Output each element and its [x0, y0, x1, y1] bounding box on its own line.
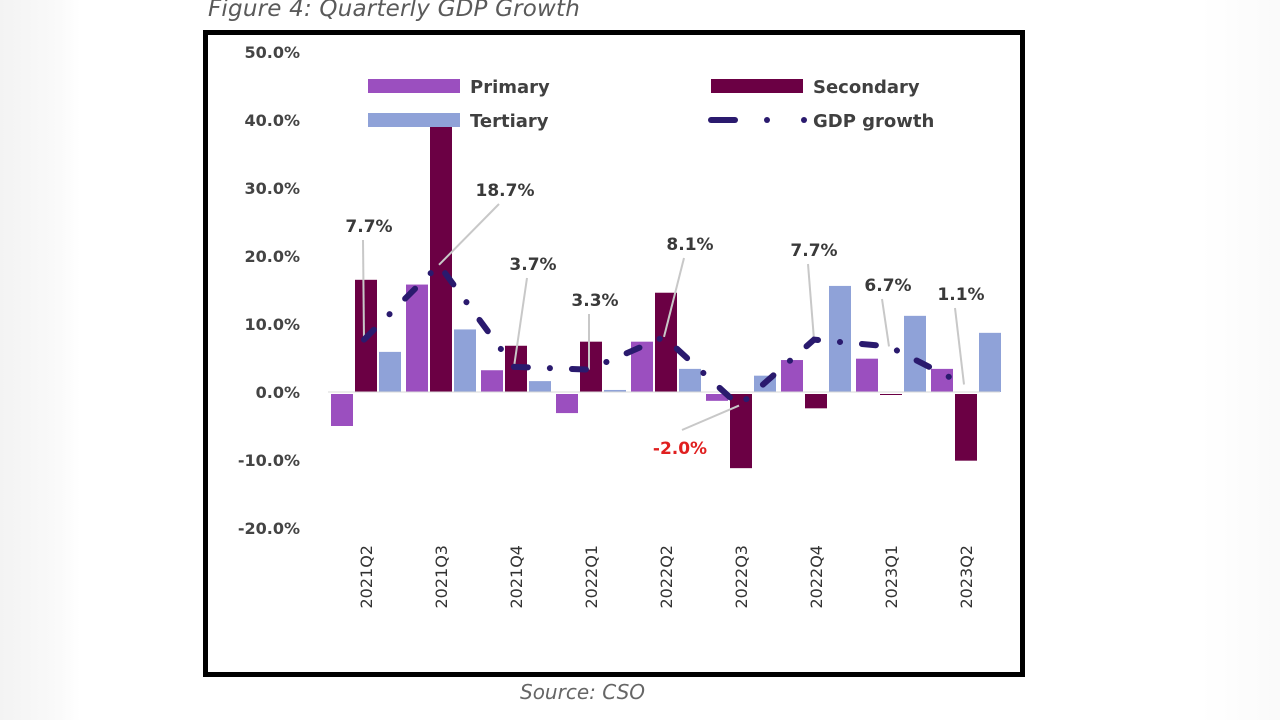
legend-label: Primary	[470, 77, 550, 98]
bar-secondary	[580, 341, 602, 392]
source-note: Source: CSO	[520, 680, 645, 704]
y-tick-label: -20.0%	[238, 519, 300, 538]
figure-title: Figure 4: Quarterly GDP Growth	[208, 0, 581, 22]
bar-secondary	[655, 292, 677, 392]
bar-tertiary	[379, 351, 401, 392]
y-tick-label: 10.0%	[244, 315, 300, 334]
x-tick-label: 2022Q1	[582, 545, 601, 609]
bar-secondary	[430, 126, 452, 392]
bar-primary	[406, 284, 428, 392]
bar-primary	[631, 341, 653, 392]
bar-secondary	[805, 394, 827, 409]
x-tick-label: 2022Q4	[807, 545, 826, 609]
legend-swatch	[368, 113, 460, 127]
bar-secondary	[880, 394, 902, 395]
data-label: 7.7%	[790, 241, 837, 261]
bar-primary	[931, 368, 953, 392]
y-tick-label: 30.0%	[244, 179, 300, 198]
bar-tertiary	[454, 329, 476, 392]
bar-primary	[856, 358, 878, 392]
y-axis: 50.0% 40.0% 30.0% 20.0% 10.0% 0.0% -10.0% -20.0…	[238, 43, 300, 538]
data-label: 6.7%	[864, 276, 911, 296]
bar-primary	[331, 394, 353, 426]
data-label: 3.3%	[571, 291, 618, 311]
legend-label: Tertiary	[470, 111, 549, 132]
bars	[331, 126, 1001, 469]
leader-line	[513, 277, 528, 367]
legend-label: GDP growth	[813, 111, 934, 132]
bar-tertiary	[679, 368, 701, 392]
data-label: 8.1%	[666, 235, 713, 255]
x-tick-label: 2023Q2	[957, 545, 976, 609]
x-tick-label: 2021Q2	[357, 545, 376, 609]
bar-tertiary	[529, 381, 551, 392]
bar-primary	[481, 370, 503, 392]
gdp-growth-line	[361, 260, 967, 410]
leader-line	[663, 257, 685, 338]
bar-tertiary	[904, 315, 926, 392]
x-axis: 2021Q2 2021Q3 2021Q4 2022Q1 2022Q2 2022Q3 2022…	[357, 545, 976, 609]
legend-swatch-dot	[764, 117, 770, 123]
x-tick-label: 2022Q2	[657, 545, 676, 609]
x-tick-label: 2021Q3	[432, 545, 451, 609]
data-label: 1.1%	[937, 285, 984, 305]
x-tick-label: 2021Q4	[507, 545, 526, 609]
legend-swatch-dot	[801, 117, 807, 123]
leader-line	[807, 263, 815, 340]
leader-line	[681, 404, 740, 431]
legend-swatch	[368, 79, 460, 93]
y-tick-label: -10.0%	[238, 451, 300, 470]
data-label: 3.7%	[509, 255, 556, 275]
data-label: 18.7%	[476, 181, 535, 201]
legend-swatch	[711, 79, 803, 93]
data-labels: 7.7% 18.7% 3.7% 3.3% 8.1% -2.0% 7.7% 6.7% 1.1%	[345, 181, 984, 459]
bar-primary	[556, 394, 578, 414]
y-tick-label: 20.0%	[244, 247, 300, 266]
x-tick-label: 2022Q3	[732, 545, 751, 609]
legend-label: Secondary	[813, 77, 920, 98]
data-label: 7.7%	[345, 217, 392, 237]
label-leaders	[362, 203, 965, 431]
data-label: -2.0%	[653, 439, 707, 459]
bar-primary	[781, 360, 803, 392]
leader-line	[881, 298, 890, 347]
leader-line	[954, 307, 965, 385]
y-tick-label: 40.0%	[244, 111, 300, 130]
bar-tertiary	[979, 332, 1001, 392]
bar-tertiary	[604, 389, 626, 392]
gdp-line	[361, 260, 967, 410]
bar-secondary	[730, 394, 752, 469]
bar-primary	[706, 394, 728, 401]
bar-secondary	[955, 394, 977, 461]
y-tick-label: 50.0%	[244, 43, 300, 62]
legend: Primary Secondary Tertiary GDP growth	[368, 77, 934, 132]
chart-frame	[203, 30, 1025, 677]
leader-line	[438, 203, 500, 266]
leader-line	[362, 239, 365, 340]
y-tick-label: 0.0%	[256, 383, 300, 402]
x-tick-label: 2023Q1	[882, 545, 901, 609]
bar-tertiary	[829, 285, 851, 392]
